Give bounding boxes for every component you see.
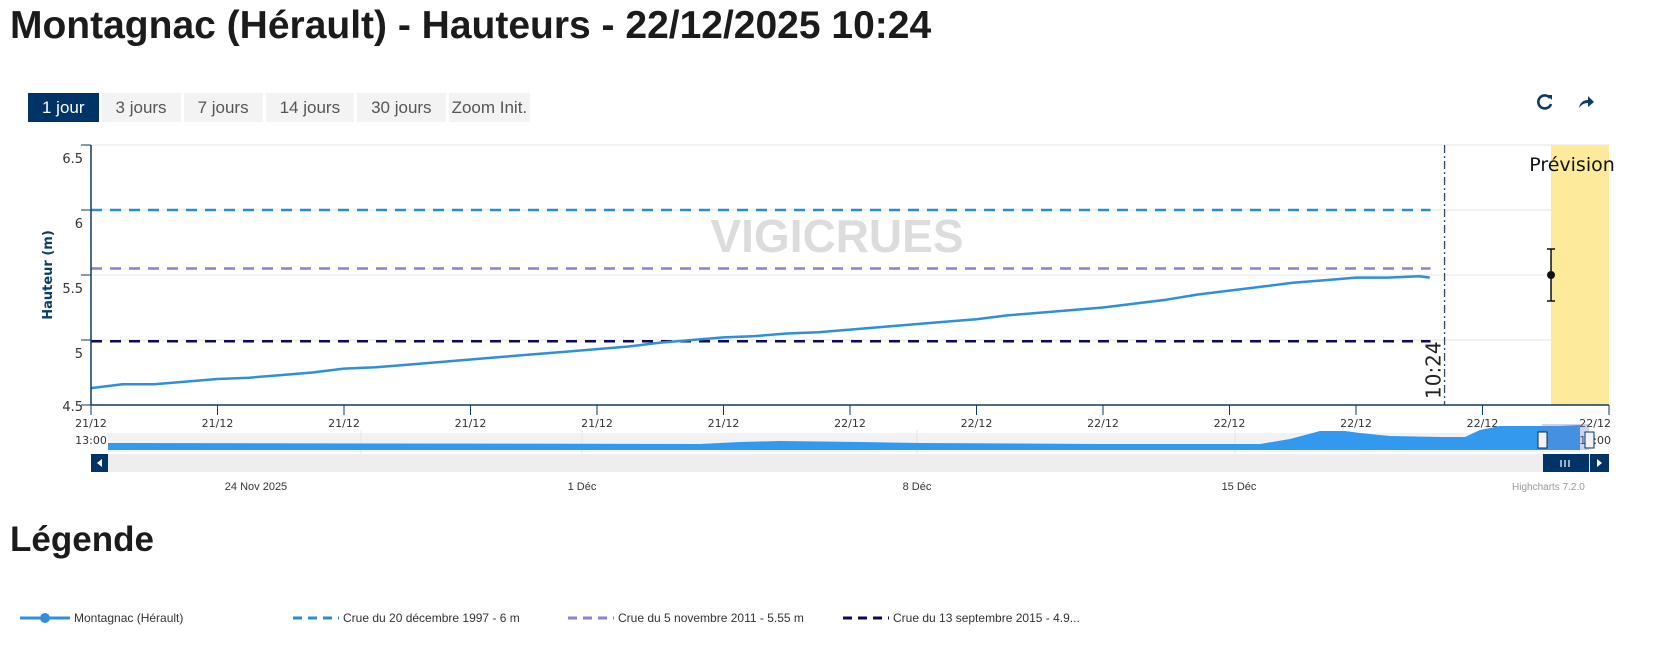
x-tick-label-date: 22/12 [1467, 417, 1499, 430]
navigator-date-label: 1 Déc [568, 481, 597, 493]
zoom-reset-button[interactable]: Zoom Init. [448, 93, 531, 122]
chevron-left-icon [97, 459, 102, 467]
share-arrow-icon[interactable] [1576, 92, 1596, 117]
navigator-selection[interactable] [1542, 424, 1589, 450]
range-14-days-button[interactable]: 14 jours [265, 93, 355, 122]
navigator-handle-left[interactable] [1537, 431, 1548, 449]
x-tick-label-date: 21/12 [202, 417, 234, 430]
y-tick-label: 4.5 [62, 400, 83, 415]
x-tick-label-date: 21/12 [455, 417, 487, 430]
series-line-montagnac[interactable] [90, 275, 1430, 390]
x-tick-label-date: 22/12 [1214, 417, 1246, 430]
line-marker-icon [20, 613, 70, 623]
legend-title: Légende [10, 520, 154, 559]
x-tick-label-date: 22/12 [1340, 417, 1372, 430]
x-tick-label-date: 22/12 [834, 417, 866, 430]
dashed-line-icon [843, 616, 889, 620]
y-tick-label: 6.5 [62, 152, 83, 167]
reference-lines [91, 208, 1431, 343]
navigator-handle-right[interactable] [1584, 431, 1595, 449]
axes: 4.555.566.521/1213:0021/1215:0021/1217:0… [62, 144, 1611, 447]
watermark-logo: VIGICRUES [710, 210, 963, 262]
chart: VIGICRUES 10:24 Prévision 4.5 5 5.5 6 6.5 21/… [41, 144, 1615, 493]
navigator-date-label: 24 Nov 2025 [225, 481, 287, 493]
legend-item-crue-2011[interactable]: Crue du 5 novembre 2011 - 5.55 m [568, 611, 804, 625]
now-label: 10:24 [1422, 341, 1446, 399]
legend-label: Crue du 13 septembre 2015 - 4.9... [893, 611, 1080, 625]
range-1-day-button[interactable]: 1 jour [28, 93, 99, 122]
scrollbar-thumb[interactable] [1543, 454, 1589, 472]
legend-item-montagnac[interactable]: Montagnac (Hérault) [20, 611, 183, 625]
forecast-label: Prévision [1529, 154, 1615, 176]
navigator-date-label: 15 Déc [1222, 481, 1257, 493]
x-tick-label-date: 21/12 [328, 417, 360, 430]
range-30-days-button[interactable]: 30 jours [357, 93, 446, 122]
x-tick-label-date: 22/12 [961, 417, 993, 430]
navigator[interactable]: 24 Nov 2025 1 Déc 8 Déc 15 Déc [91, 424, 1609, 493]
legend-item-crue-2015[interactable]: Crue du 13 septembre 2015 - 4.9... [843, 611, 1080, 625]
grip-icon [1560, 460, 1570, 467]
y-axis-title: Hauteur (m) [41, 230, 56, 320]
x-tick-label-date: 21/12 [581, 417, 613, 430]
legend-label: Crue du 5 novembre 2011 - 5.55 m [618, 611, 804, 625]
range-7-days-button[interactable]: 7 jours [183, 93, 263, 122]
x-tick-label-date: 22/12 [1087, 417, 1119, 430]
dashed-line-icon [568, 616, 614, 620]
chevron-right-icon [1597, 459, 1602, 467]
credits-link[interactable]: Highcharts 7.2.0 [1512, 482, 1585, 493]
range-selector: 1 jour 3 jours 7 jours 14 jours 30 jours… [28, 93, 531, 122]
range-3-days-button[interactable]: 3 jours [101, 93, 181, 122]
x-tick-label-date: 22/12 [1579, 417, 1611, 430]
x-tick-label-date: 21/12 [75, 417, 107, 430]
y-tick-label: 5.5 [62, 282, 83, 297]
navigator-date-label: 8 Déc [903, 481, 932, 493]
navigator-area [108, 425, 1580, 450]
forecast-point[interactable] [1547, 271, 1556, 279]
legend-label: Crue du 20 décembre 1997 - 6 m [343, 611, 520, 625]
forecast-errorbar[interactable] [1547, 248, 1556, 302]
y-tick-label: 6 [75, 217, 83, 232]
page-title: Montagnac (Hérault) - Hauteurs - 22/12/2… [10, 4, 932, 47]
refresh-icon[interactable] [1535, 92, 1555, 117]
dashed-line-icon [293, 616, 339, 620]
forecast-band [1551, 145, 1609, 405]
grid [91, 144, 1609, 406]
x-tick-label-time: 13:00 [75, 434, 107, 447]
x-tick-label-date: 21/12 [708, 417, 740, 430]
y-tick-label: 5 [75, 347, 83, 362]
legend-label: Montagnac (Hérault) [74, 611, 184, 625]
scrollbar-track[interactable] [108, 454, 1590, 472]
legend-item-crue-1997[interactable]: Crue du 20 décembre 1997 - 6 m [293, 611, 520, 625]
